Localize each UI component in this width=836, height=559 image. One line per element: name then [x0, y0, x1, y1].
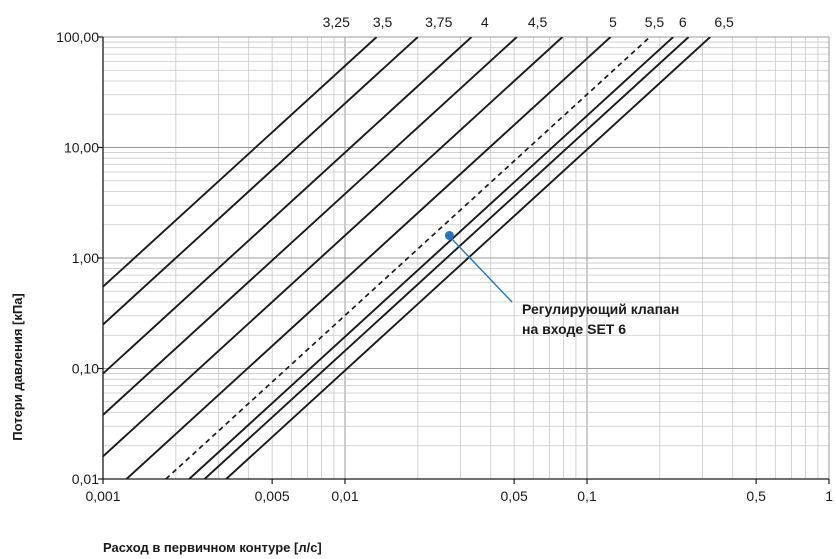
chart-grid: [102, 36, 830, 480]
y-tick-label: 1,00: [72, 250, 99, 266]
x-tick-label: 0,5: [746, 488, 766, 504]
series-label: 6: [679, 14, 687, 30]
series-label: 5: [609, 14, 617, 30]
chart-annotation: Регулирующий клапан на входе SET 6: [444, 230, 679, 337]
y-tick-label: 0,01: [72, 471, 99, 487]
annotation-marker: [444, 230, 454, 240]
annotation-label-line-2: на входе SET 6: [522, 321, 626, 337]
chart-series: [103, 37, 711, 479]
y-tick-label: 10,00: [64, 140, 99, 156]
series-line-4: [103, 37, 518, 416]
annotation-leader-line: [450, 237, 513, 303]
series-line-1: [103, 37, 378, 288]
x-tick-label: 0,001: [85, 488, 120, 504]
chart-axes: 0,01 0,10 1,00 10,00 100,00 0,001 0,005 0,01 0,0…: [56, 29, 833, 504]
series-label: 3,5: [373, 14, 393, 30]
series-line-10: [225, 37, 711, 479]
series-line-9: [203, 37, 690, 479]
series-line-2: [103, 37, 419, 326]
x-tick-label: 0,01: [331, 488, 358, 504]
annotation-label-line-1: Регулирующий клапан: [522, 301, 679, 317]
series-label: 5,5: [645, 14, 665, 30]
x-tick-label: 0,005: [255, 488, 290, 504]
y-tick-label: 0,10: [72, 361, 99, 377]
series-line-3: [103, 37, 473, 375]
x-axis-title: Расход в первичном контуре [л/с]: [103, 540, 322, 555]
x-tick-label: 1: [825, 488, 833, 504]
series-line-5: [103, 37, 564, 458]
x-tick-label: 0,1: [577, 488, 597, 504]
series-label: 4: [481, 14, 489, 30]
series-line-8: [188, 37, 674, 479]
series-label: 3,75: [425, 14, 452, 30]
series-label: 4,5: [528, 14, 548, 30]
series-label: 6,5: [714, 14, 734, 30]
x-tick-label: 0,05: [501, 488, 528, 504]
chart-labels: 3,25 3,5 3,75 4 4,5 5 5,5 6 6,5: [323, 14, 734, 30]
series-line-6: [125, 37, 612, 479]
y-tick-label: 100,00: [56, 29, 99, 45]
series-line-7: [165, 37, 651, 479]
series-label: 3,25: [323, 14, 350, 30]
y-axis-title: Потери давления [кПа]: [10, 293, 25, 441]
